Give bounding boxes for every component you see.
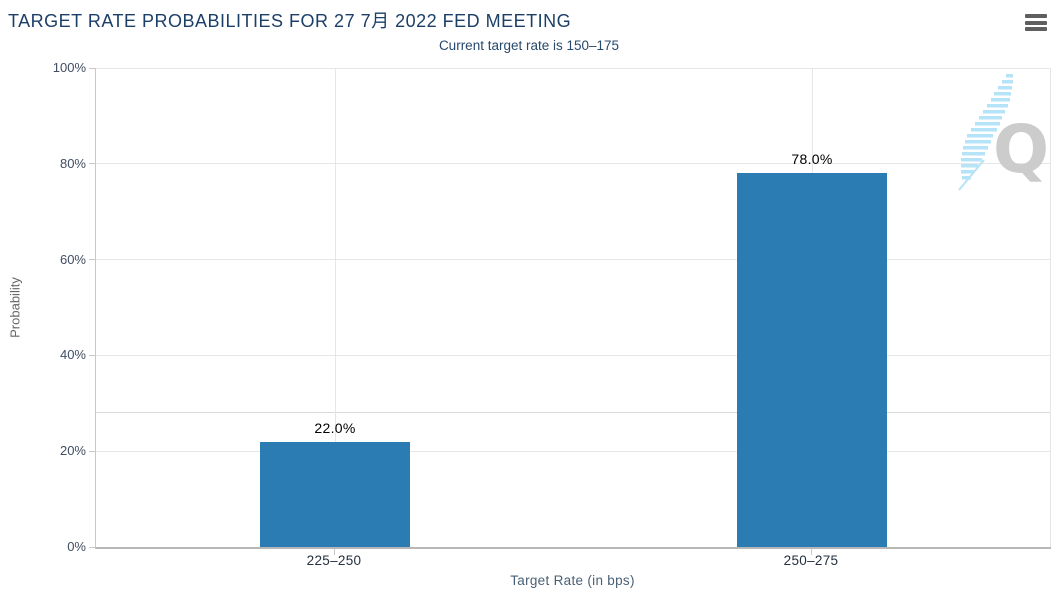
reference-line <box>96 412 1051 414</box>
xtick-mark <box>811 549 812 555</box>
bar-value-label: 78.0% <box>791 151 833 167</box>
bar-225–250[interactable] <box>260 442 410 547</box>
ygridline-20 <box>96 450 1051 452</box>
vgridline-2 <box>1050 68 1051 547</box>
ytick-label-40%: 40% <box>59 347 86 362</box>
ytick-mark <box>89 68 95 69</box>
ytick-label-80%: 80% <box>59 156 86 171</box>
ytick-label-20%: 20% <box>59 443 86 458</box>
bar-250–275[interactable] <box>737 173 887 547</box>
chart-context-menu-button[interactable] <box>1025 14 1047 31</box>
quikstrike-watermark: Q <box>958 74 1049 191</box>
ytick-label-0%: 0% <box>67 539 86 554</box>
ygridline-80 <box>96 163 1051 165</box>
ytick-mark <box>89 451 95 452</box>
ygridline-40 <box>96 354 1051 356</box>
ytick-mark <box>89 259 95 260</box>
ytick-mark <box>89 355 95 356</box>
xcat-label-250–275: 250–275 <box>783 553 839 568</box>
chart-subtitle: Current target rate is 150–175 <box>438 38 620 53</box>
ytick-mark <box>89 547 95 548</box>
xtick-mark <box>334 549 335 555</box>
ytick-mark <box>89 163 95 164</box>
xaxis-title: Target Rate (in bps) <box>510 573 635 588</box>
yaxis-title: Probability <box>7 277 23 338</box>
ygridline-100 <box>96 67 1051 69</box>
ytick-label-100%: 100% <box>52 60 86 75</box>
watermark-dashes <box>958 74 1013 191</box>
vgridline-0 <box>335 68 336 547</box>
xcat-label-225–250: 225–250 <box>306 553 362 568</box>
chart-title: TARGET RATE PROBABILITIES FOR 27 7月 2022… <box>8 11 572 31</box>
bar-value-label: 22.0% <box>314 420 356 436</box>
q-logo-icon: Q <box>993 111 1049 188</box>
ytick-label-60%: 60% <box>59 252 86 267</box>
plot-area: 22.0% 78.0% <box>95 67 1051 549</box>
ygridline-60 <box>96 259 1051 261</box>
